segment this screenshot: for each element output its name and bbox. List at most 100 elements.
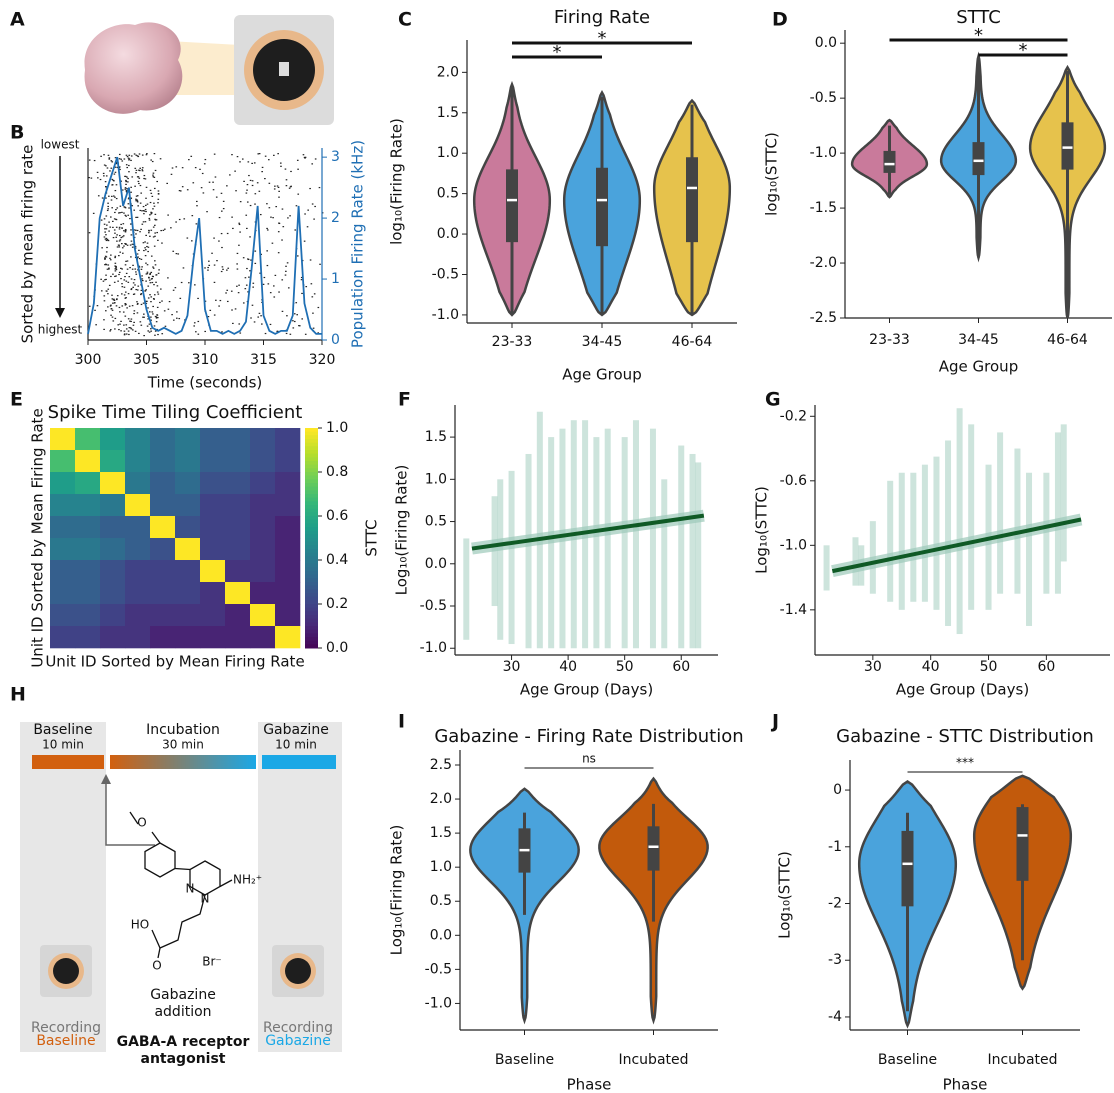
spike (120, 180, 122, 182)
spike (298, 325, 301, 327)
spike (273, 296, 276, 298)
spike (264, 332, 267, 335)
spike (277, 231, 280, 233)
spike (105, 215, 108, 217)
spike (311, 203, 314, 205)
colorbar-step (305, 494, 318, 499)
spike (116, 295, 119, 297)
colorbar-step (305, 611, 318, 616)
point-strip (945, 440, 952, 626)
spike (164, 228, 166, 230)
spike (147, 285, 150, 287)
spike (118, 255, 120, 257)
arrow-head (101, 774, 111, 784)
spike (133, 321, 135, 323)
y-tick-label: 1.0 (425, 471, 447, 487)
spike (116, 234, 118, 236)
spike (105, 310, 107, 312)
spike (135, 233, 137, 235)
spike (140, 268, 143, 270)
spike (126, 307, 128, 309)
spike (204, 158, 207, 161)
panel-letter: A (10, 9, 25, 31)
spike (135, 154, 138, 156)
spike (125, 260, 127, 262)
colorbar-step (305, 457, 318, 462)
heatmap-cell (225, 450, 251, 473)
spike (118, 244, 120, 246)
spike (127, 157, 130, 159)
spike (88, 232, 91, 234)
spike (155, 281, 157, 283)
iqr-box (506, 169, 518, 243)
spike (107, 288, 110, 290)
phase-duration: 30 min (162, 738, 204, 752)
spike (239, 201, 242, 203)
colorbar-label: STTC (363, 519, 381, 556)
x-axis-label: Age Group (Days) (896, 681, 1029, 699)
spike (142, 316, 144, 318)
spike (111, 195, 113, 197)
spike (120, 277, 122, 280)
spike (270, 216, 272, 218)
molecule (129, 811, 233, 959)
heatmap-cell (125, 626, 151, 649)
spike (288, 187, 291, 189)
spike (280, 165, 282, 167)
panel-letter: H (10, 684, 26, 706)
spike (277, 252, 280, 254)
spike (144, 255, 147, 257)
colorbar-step (305, 519, 318, 524)
spike (124, 315, 127, 317)
drug-class: GABA-A receptor (117, 1034, 250, 1050)
spike (192, 182, 195, 184)
heatmap-cell (275, 538, 301, 561)
spike (167, 308, 170, 310)
spike (125, 333, 128, 335)
spike (208, 264, 211, 266)
spike (146, 264, 149, 266)
spike (129, 244, 132, 246)
spike (213, 281, 216, 283)
x-axis-label: Age Group (939, 358, 1018, 376)
spike (153, 205, 156, 207)
spike (142, 210, 145, 212)
heatmap-cell (125, 604, 151, 627)
spike (128, 154, 131, 156)
spike (90, 177, 93, 179)
spike (151, 311, 154, 313)
spike (125, 297, 127, 299)
spike (285, 332, 288, 335)
point-strip (649, 428, 656, 649)
spike (127, 293, 130, 295)
spike (298, 325, 300, 327)
spike (153, 176, 156, 178)
colorbar-step (305, 640, 318, 645)
spike (125, 324, 128, 326)
spike (140, 303, 143, 306)
colorbar-step (305, 556, 318, 561)
spike (104, 258, 106, 260)
spike (278, 196, 280, 198)
spike (191, 240, 193, 242)
x-tick-label: 46-64 (672, 334, 713, 350)
spike (231, 154, 233, 156)
spike (113, 299, 116, 301)
spike (109, 170, 111, 172)
heatmap-cell (75, 472, 101, 495)
spike (104, 238, 107, 240)
spike (312, 327, 315, 329)
x-tick-label: Baseline (878, 1052, 937, 1068)
spike (146, 245, 148, 248)
spike (136, 201, 139, 203)
spike (122, 252, 124, 254)
spike (304, 157, 306, 159)
spike (150, 213, 153, 215)
spike (119, 311, 121, 313)
spike (130, 288, 133, 291)
heatmap-cell (150, 626, 176, 649)
spike (296, 255, 299, 257)
spike (148, 311, 151, 313)
spike (150, 330, 153, 332)
spike (235, 190, 237, 192)
